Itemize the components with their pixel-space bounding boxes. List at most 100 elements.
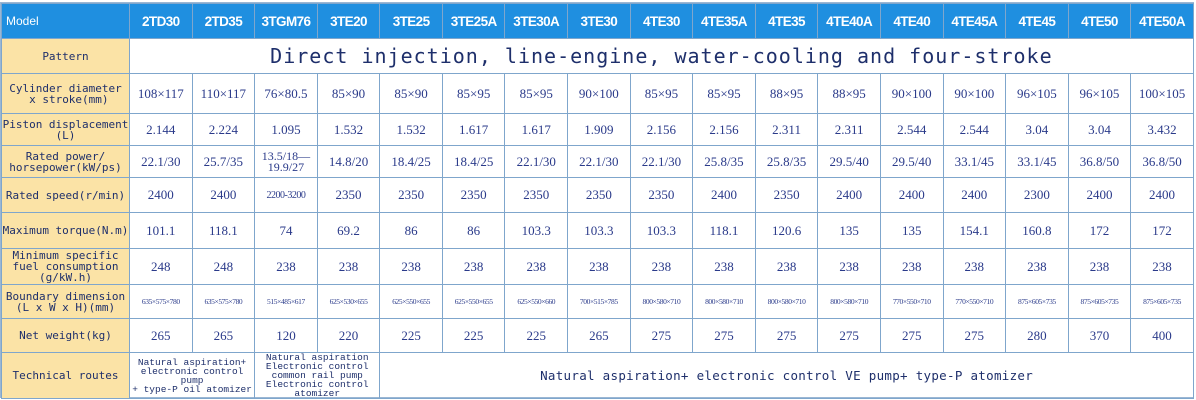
table-cell: 25.8/35 — [692, 145, 756, 178]
table-cell: 110×117 — [191, 73, 256, 114]
model-header: 4TE40 — [879, 3, 944, 39]
table-cell: 238 — [1130, 248, 1194, 285]
label-line: Boundary dimension — [5, 289, 126, 303]
table-cell: 265 — [129, 318, 193, 353]
table-cell: 29.5/40 — [879, 145, 944, 178]
table-cell: 625×530×655 — [316, 284, 381, 319]
table-cell: 85×95 — [692, 73, 756, 114]
table-cell: 1.617 — [504, 113, 569, 146]
table-cell: 120 — [254, 318, 318, 353]
boundary-row: Boundary dimension (L x W x H)(mm) 635×5… — [1, 284, 1194, 319]
table-cell: 108×117 — [129, 73, 193, 114]
table-cell: 238 — [629, 248, 694, 285]
table-cell: 275 — [942, 318, 1007, 353]
label-line: (L x W x H)(mm) — [15, 300, 116, 314]
table-cell: 172 — [1130, 212, 1194, 249]
table-cell: 875×605×735 — [1130, 284, 1194, 319]
label-line: Rated power/ — [25, 149, 106, 163]
table-cell: 800×580×710 — [754, 284, 819, 319]
torque-row: Maximum torque(N.m) 101.1 118.1 74 69.2 … — [1, 212, 1194, 249]
table-cell: 2400 — [1130, 177, 1194, 213]
table-cell: 2300 — [1005, 177, 1069, 213]
model-header: 2TD35 — [191, 3, 256, 39]
table-cell: 2400 — [879, 177, 944, 213]
table-cell: 118.1 — [692, 212, 756, 249]
table-cell: 22.1/30 — [567, 145, 631, 178]
table-cell: 22.1/30 — [504, 145, 569, 178]
cylinder-row: Cylinder diameter x stroke(mm) 108×117 1… — [1, 73, 1194, 114]
technical-route-b: Natural aspiration Electronic control co… — [254, 352, 381, 399]
model-header: 3TE30 — [567, 3, 631, 39]
table-cell: 25.7/35 — [191, 145, 256, 178]
power-row: Rated power/ horsepower(kW/ps) 22.1/30 2… — [1, 145, 1194, 178]
table-cell: 238 — [254, 248, 318, 285]
table-cell: 238 — [1067, 248, 1132, 285]
table-cell: 875×605×735 — [1067, 284, 1132, 319]
table-cell: 2400 — [129, 177, 193, 213]
table-cell: 275 — [692, 318, 756, 353]
model-header: 4TE50A — [1130, 3, 1194, 39]
row-label-fuel: Minimum specific fuel consumption (g/kW.… — [1, 248, 130, 285]
table-cell: 800×580×710 — [817, 284, 881, 319]
engine-spec-table: Model 2TD30 2TD35 3TGM76 3TE20 3TE25 3TE… — [1, 3, 1194, 399]
table-cell: 238 — [379, 248, 443, 285]
label-line: Minimum specific — [12, 249, 119, 262]
table-cell: 275 — [817, 318, 881, 353]
fuel-row: Minimum specific fuel consumption (g/kW.… — [1, 248, 1194, 285]
model-header: 3TE25A — [441, 3, 506, 39]
table-cell: 3.04 — [1067, 113, 1132, 146]
row-label-weight: Net weight(kg) — [1, 318, 130, 353]
table-cell: 172 — [1067, 212, 1132, 249]
speed-row: Rated speed(r/min) 2400 2400 2200-3200 2… — [1, 177, 1194, 213]
table-cell: 96×105 — [1067, 73, 1132, 114]
table-cell: 400 — [1130, 318, 1194, 353]
table-cell: 2350 — [441, 177, 506, 213]
table-cell: 238 — [567, 248, 631, 285]
table-cell: 238 — [692, 248, 756, 285]
model-header: 2TD30 — [129, 3, 193, 39]
row-label-boundary: Boundary dimension (L x W x H)(mm) — [1, 284, 130, 319]
table-cell: 2.224 — [191, 113, 256, 146]
weight-row: Net weight(kg) 265 265 120 220 225 225 2… — [1, 318, 1194, 353]
table-cell: 238 — [942, 248, 1007, 285]
row-label-pattern: Pattern — [1, 38, 130, 74]
header-row: Model 2TD30 2TD35 3TGM76 3TE20 3TE25 3TE… — [1, 3, 1194, 39]
table-cell: 103.3 — [504, 212, 569, 249]
table-cell: 90×100 — [567, 73, 631, 114]
table-cell: 635×575×780 — [129, 284, 193, 319]
table-cell: 875×605×735 — [1005, 284, 1069, 319]
table-cell: 18.4/25 — [379, 145, 443, 178]
table-cell: 248 — [129, 248, 193, 285]
table-cell: 160.8 — [1005, 212, 1069, 249]
row-label-torque: Maximum torque(N.m) — [1, 212, 130, 249]
table-cell: 3.04 — [1005, 113, 1069, 146]
table-cell: 275 — [879, 318, 944, 353]
table-cell: 135 — [879, 212, 944, 249]
table-cell: 3.432 — [1130, 113, 1194, 146]
label-line: (g/kW.h) — [39, 271, 92, 284]
table-cell: 101.1 — [129, 212, 193, 249]
table-cell: 370 — [1067, 318, 1132, 353]
table-cell: 2400 — [942, 177, 1007, 213]
table-cell: 85×90 — [316, 73, 381, 114]
table-cell: 225 — [504, 318, 569, 353]
pattern-value: Direct injection, line-engine, water-coo… — [129, 38, 1194, 74]
row-label-displacement: Piston displacement (L) — [1, 113, 130, 146]
table-cell: 154.1 — [942, 212, 1007, 249]
technical-route-a: Natural aspiration+ electronic control p… — [128, 352, 256, 399]
table-cell: 515×485×617 — [254, 284, 318, 319]
table-cell: 265 — [191, 318, 256, 353]
table-cell: 86 — [441, 212, 506, 249]
table-cell: 275 — [629, 318, 694, 353]
table-cell: 238 — [754, 248, 819, 285]
label-line: Piston displacement — [2, 117, 129, 131]
table-cell: 2.156 — [629, 113, 694, 146]
table-cell: 2400 — [191, 177, 256, 213]
table-cell: 36.8/50 — [1067, 145, 1132, 178]
row-label-power: Rated power/ horsepower(kW/ps) — [1, 145, 130, 178]
table-cell: 625×550×655 — [379, 284, 443, 319]
model-header: 4TE50 — [1067, 3, 1132, 39]
table-cell: 22.1/30 — [629, 145, 694, 178]
table-cell: 2350 — [629, 177, 694, 213]
